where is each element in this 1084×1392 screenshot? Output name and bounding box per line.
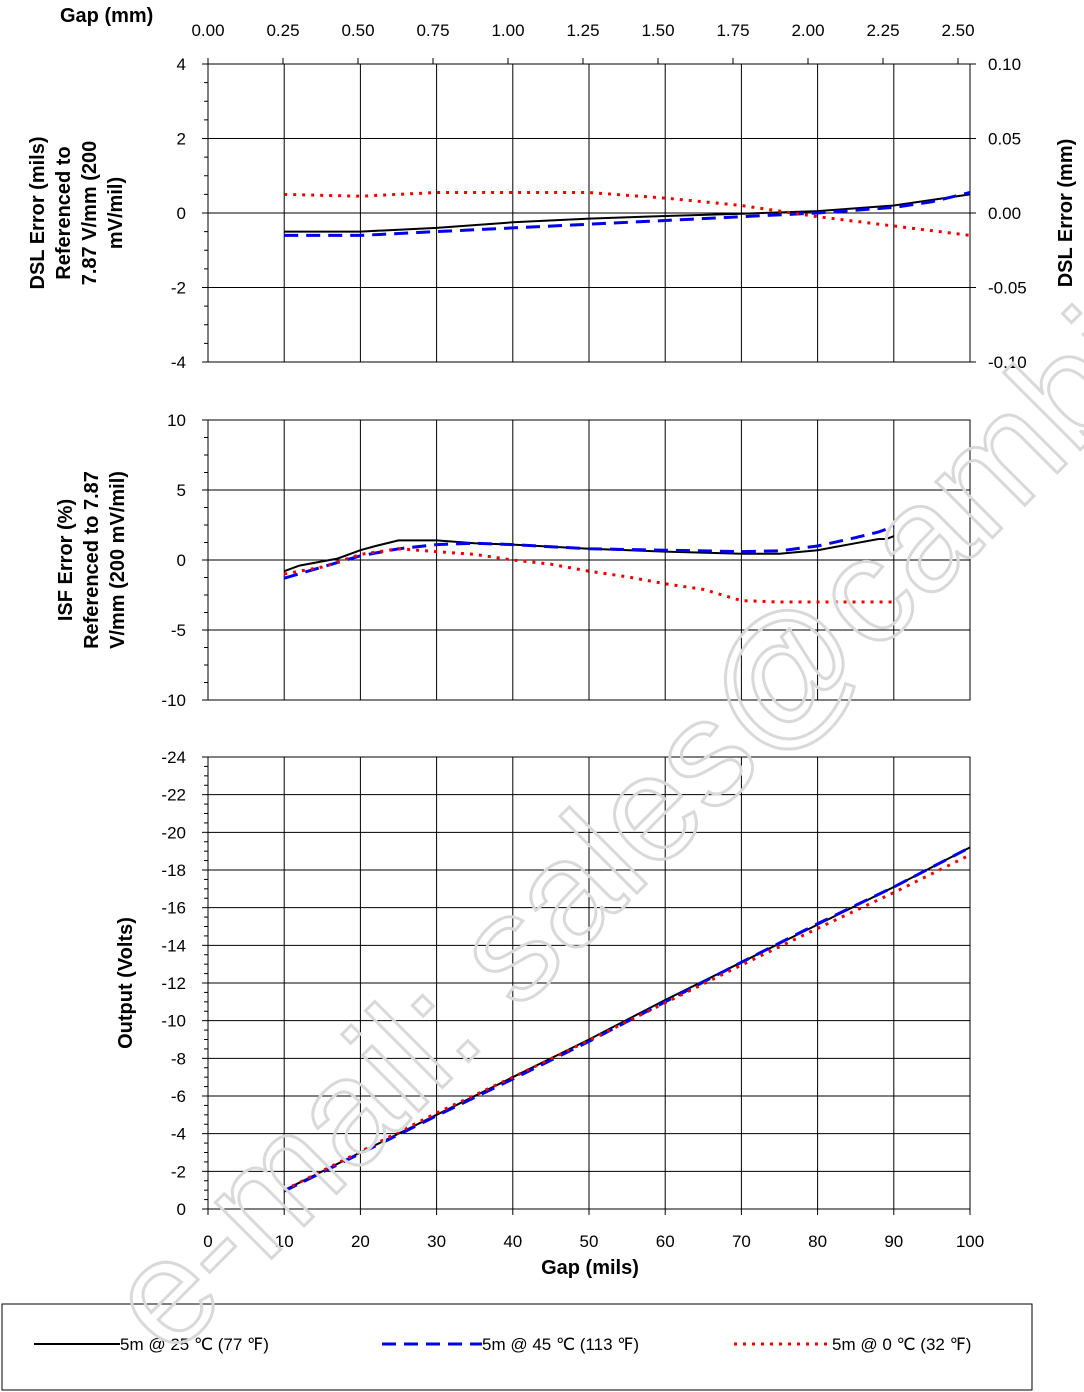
dsl-error-panel: 420-2-4 0.100.050.00-0.05-0.10 0.00 0.25 0… — [27, 5, 1077, 372]
y-tick-label: -2 — [171, 279, 186, 298]
y2-tick-label: 0.00 — [988, 204, 1021, 223]
dsl-y-tick-labels: 4 2 0 -2 -4 — [171, 55, 186, 372]
top-tick-label: 2.25 — [866, 21, 899, 40]
dsl-y2label: DSL Error (mm) — [1055, 139, 1077, 288]
series-line-5m-0-32 — [284, 191, 971, 237]
legend: 5m @ 25 ℃ (77 ℉) 5m @ 45 ℃ (113 ℉) 5m @ … — [1, 1303, 1033, 1391]
dsl-series-group — [284, 191, 971, 237]
top-tick-label: 1.25 — [566, 21, 599, 40]
isf-y-tick-labels: 10 5 0 -5 -10 — [161, 411, 186, 710]
x-tick-label: 10 — [275, 1232, 294, 1251]
x-tick-label: 50 — [580, 1232, 599, 1251]
output-series-group — [283, 846, 971, 1193]
x-tick-label: 100 — [956, 1232, 984, 1251]
x-tick-label: 20 — [351, 1232, 370, 1251]
dsl-grid — [202, 63, 970, 363]
series-line-5m-45-113 — [284, 191, 971, 237]
x-tick-label: 30 — [427, 1232, 446, 1251]
series-line-5m-45-113 — [283, 846, 971, 1193]
y2-tick-label: -0.05 — [988, 279, 1027, 298]
y-tick-label: 4 — [177, 55, 186, 74]
top-tick-label: 1.00 — [491, 21, 524, 40]
legend-label-0c: 5m @ 0 ℃ (32 ℉) — [832, 1335, 971, 1354]
y-tick-label: 0 — [177, 551, 186, 570]
isf-y-axis-title: ISF Error (%) Referenced to 7.87 V/mm (2… — [55, 471, 129, 649]
output-y-tick-labels: -24-22-20-18-16-14-12-10-8-6-4-20 — [161, 748, 186, 1219]
output-xlabel: Gap (mils) — [541, 1257, 639, 1279]
output-panel: -24-22-20-18-16-14-12-10-8-6-4-20 0 10 20 3… — [115, 748, 984, 1279]
dsl-y2-tick-labels: 0.10 0.05 0.00 -0.05 -0.10 — [970, 55, 1027, 372]
y-tick-label: -16 — [161, 899, 186, 918]
y-tick-label: -10 — [161, 691, 186, 710]
output-ylabel: Output (Volts) — [115, 917, 137, 1049]
x-tick-label: 90 — [884, 1232, 903, 1251]
y-tick-label: 0 — [177, 1200, 186, 1219]
gap-mils-tick-labels: 0 10 20 30 40 50 60 70 80 90 100 — [203, 1209, 984, 1251]
y-tick-label: -4 — [171, 353, 186, 372]
y2-tick-label: 0.05 — [988, 130, 1021, 149]
dsl-y2-axis-title: DSL Error (mm) — [1055, 139, 1077, 288]
watermark: e-mail: sales@cambia. — [72, 188, 1084, 1384]
top-axis-title: Gap (mm) — [60, 5, 153, 27]
legend-box — [1, 1303, 1033, 1391]
x-tick-label: 60 — [656, 1232, 675, 1251]
gap-mm-tick-labels: 0.00 0.25 0.50 0.75 1.00 1.25 1.50 1.75 2.00 2.25… — [191, 21, 975, 64]
isf-ylabel-line-3: V/mm (200 mV/mil) — [107, 471, 129, 649]
y-tick-label: 10 — [167, 411, 186, 430]
y-tick-label: 5 — [177, 481, 186, 500]
series-line-5m-0-32 — [283, 547, 894, 604]
isf-plot-frame — [207, 419, 971, 701]
top-tick-label: 0.75 — [416, 21, 449, 40]
y-tick-label: -6 — [171, 1087, 186, 1106]
y-tick-label: 2 — [177, 130, 186, 149]
y-tick-label: -14 — [161, 936, 186, 955]
y-tick-label: -22 — [161, 786, 186, 805]
top-tick-label: 0.25 — [266, 21, 299, 40]
legend-item-45c: 5m @ 45 ℃ (113 ℉) — [382, 1335, 639, 1354]
top-tick-label: 0.50 — [341, 21, 374, 40]
series-line-5m-0-32 — [283, 853, 971, 1192]
isf-ylabel-line-1: ISF Error (%) — [55, 499, 77, 621]
y-tick-label: -18 — [161, 861, 186, 880]
series-line-5m-25-77 — [284, 193, 971, 233]
dsl-ylabel-line-1: DSL Error (mils) — [27, 137, 49, 290]
y-tick-label: -4 — [171, 1125, 186, 1144]
y-tick-label: -12 — [161, 974, 186, 993]
top-tick-label: 0.00 — [191, 21, 224, 40]
legend-label-25c: 5m @ 25 ℃ (77 ℉) — [120, 1335, 269, 1354]
output-grid — [202, 756, 970, 1210]
x-tick-label: 40 — [503, 1232, 522, 1251]
isf-grid — [202, 419, 970, 701]
watermark-text: e-mail: sales@cambia. — [74, 189, 1084, 1382]
dsl-ylabel-line-4: mV/mil) — [105, 177, 127, 249]
y-tick-label: -8 — [171, 1049, 186, 1068]
x-tick-label: 70 — [732, 1232, 751, 1251]
y-tick-label: -24 — [161, 748, 186, 767]
top-tick-label: 1.75 — [716, 21, 749, 40]
y2-tick-label: -0.10 — [988, 353, 1027, 372]
x-tick-label: 0 — [203, 1232, 212, 1251]
legend-item-0c: 5m @ 0 ℃ (32 ℉) — [734, 1335, 971, 1354]
top-tick-label: 1.50 — [641, 21, 674, 40]
y-tick-label: -10 — [161, 1012, 186, 1031]
dsl-ylabel-line-2: Referenced to — [53, 146, 75, 279]
isf-series-group — [283, 524, 895, 604]
isf-ylabel-line-2: Referenced to 7.87 — [81, 471, 103, 649]
dsl-y-axis-title: DSL Error (mils) Referenced to 7.87 V/mm… — [27, 137, 127, 290]
y-tick-label: 0 — [177, 204, 186, 223]
top-tick-label: 2.50 — [941, 21, 974, 40]
y-tick-label: -20 — [161, 823, 186, 842]
x-tick-label: 80 — [808, 1232, 827, 1251]
dsl-ylabel-line-3: 7.87 V/mm (200 — [79, 141, 101, 286]
y-tick-label: -2 — [171, 1162, 186, 1181]
isf-error-panel: 10 5 0 -5 -10 ISF Error (%) Referenced to 7.… — [55, 411, 971, 710]
legend-item-25c: 5m @ 25 ℃ (77 ℉) — [34, 1335, 269, 1354]
y2-tick-label: 0.10 — [988, 55, 1021, 74]
output-y-axis-title: Output (Volts) — [115, 917, 137, 1049]
legend-label-45c: 5m @ 45 ℃ (113 ℉) — [482, 1335, 639, 1354]
top-tick-label: 2.00 — [791, 21, 824, 40]
y-tick-label: -5 — [171, 621, 186, 640]
